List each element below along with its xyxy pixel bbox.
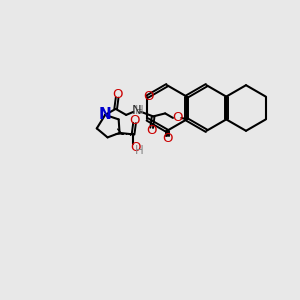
Text: O: O	[172, 111, 182, 124]
Text: O: O	[162, 132, 172, 145]
Text: H: H	[135, 144, 144, 158]
Text: O: O	[112, 88, 122, 101]
Text: O: O	[129, 114, 140, 127]
Text: N: N	[131, 104, 141, 117]
Text: O: O	[143, 90, 154, 103]
Text: H: H	[135, 104, 144, 117]
Text: O: O	[146, 124, 157, 137]
Text: N: N	[99, 107, 112, 122]
Text: O: O	[130, 140, 141, 154]
